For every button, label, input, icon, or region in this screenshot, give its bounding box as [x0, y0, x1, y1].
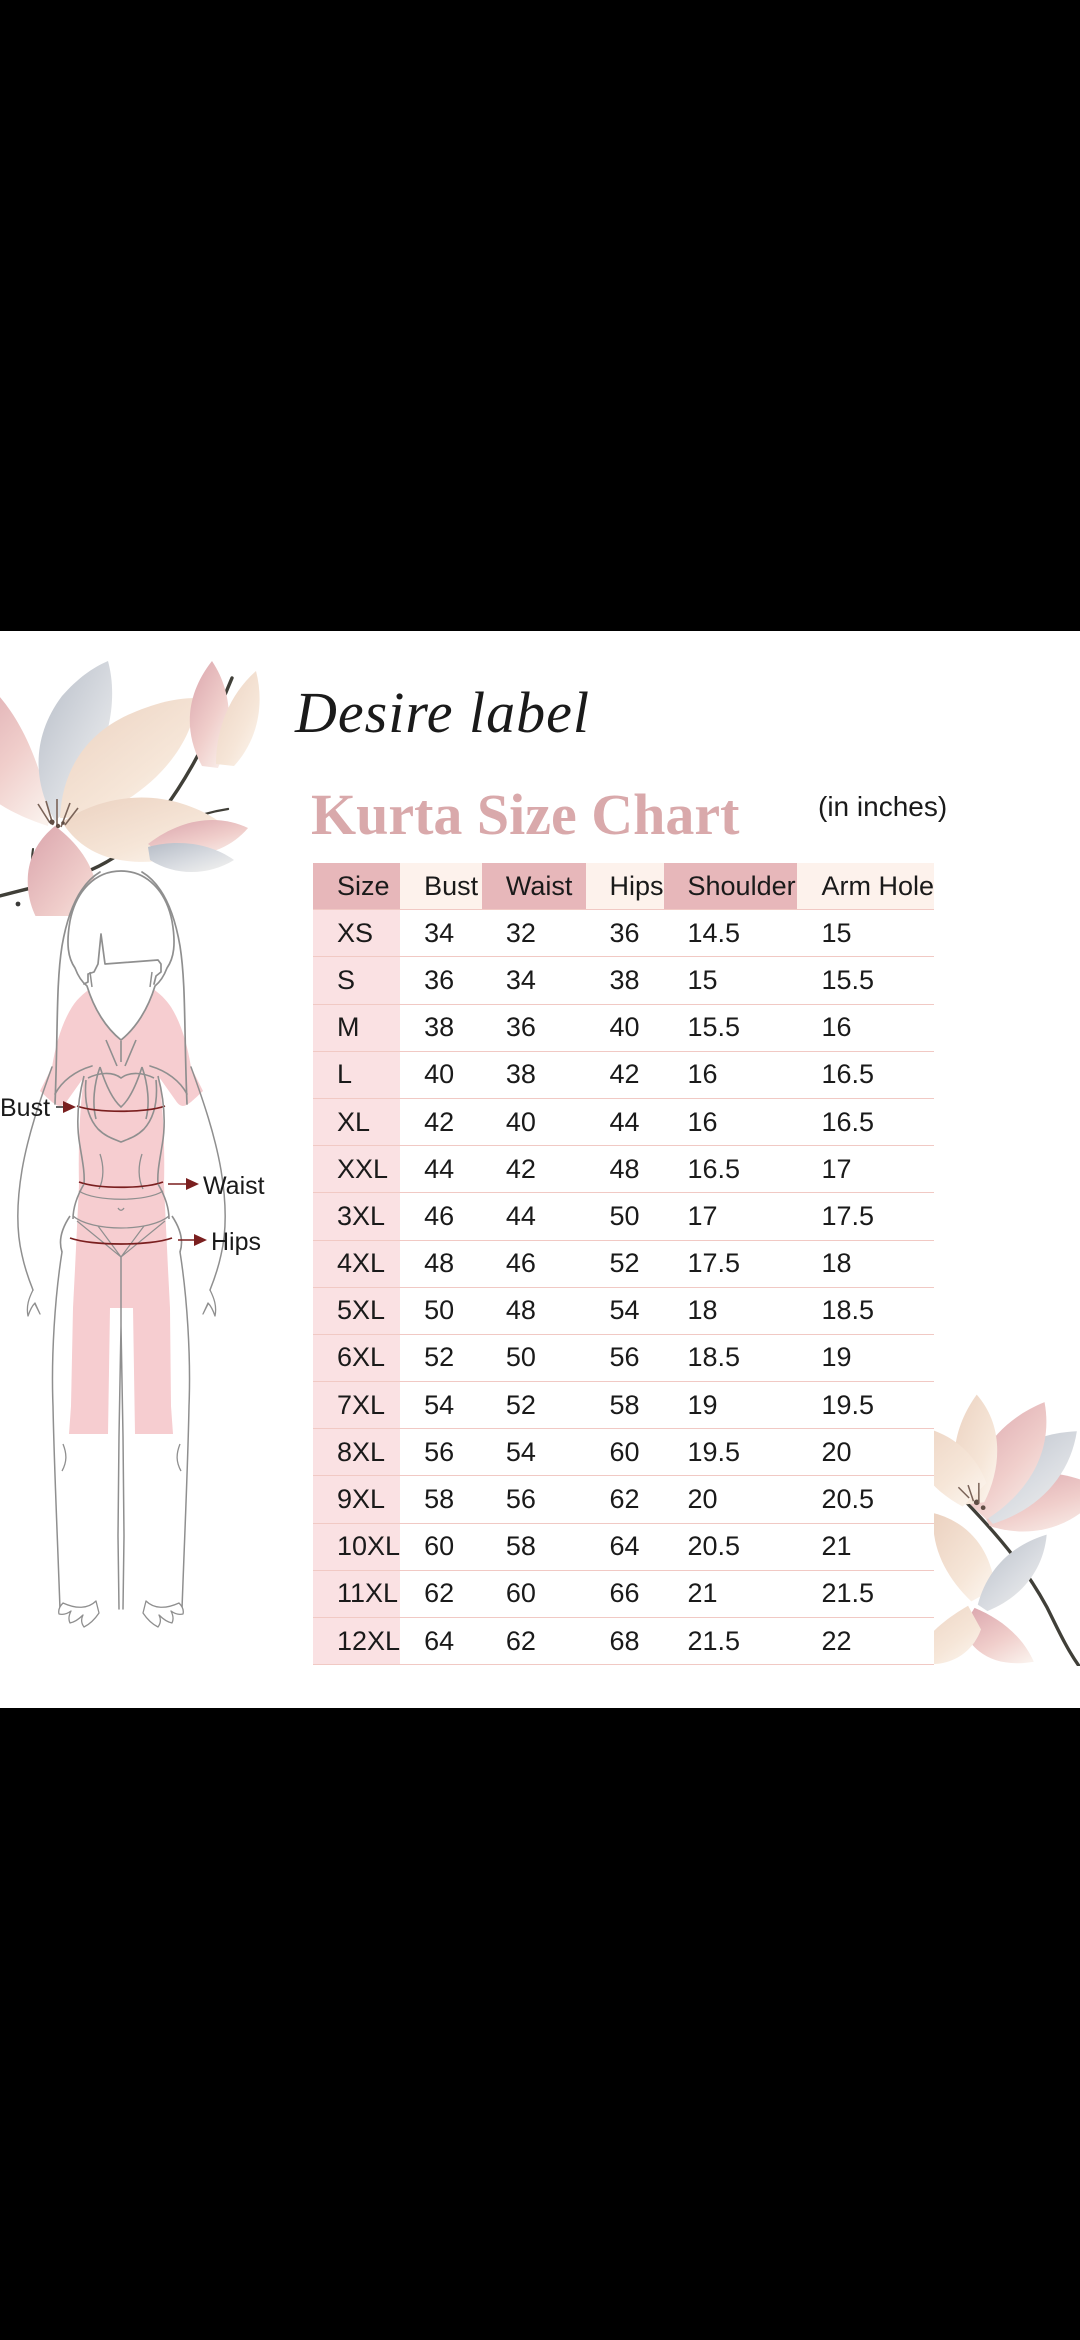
svg-text:Waist: Waist — [203, 1172, 265, 1200]
svg-text:Hips: Hips — [211, 1228, 261, 1256]
svg-text:Bust: Bust — [0, 1094, 50, 1122]
